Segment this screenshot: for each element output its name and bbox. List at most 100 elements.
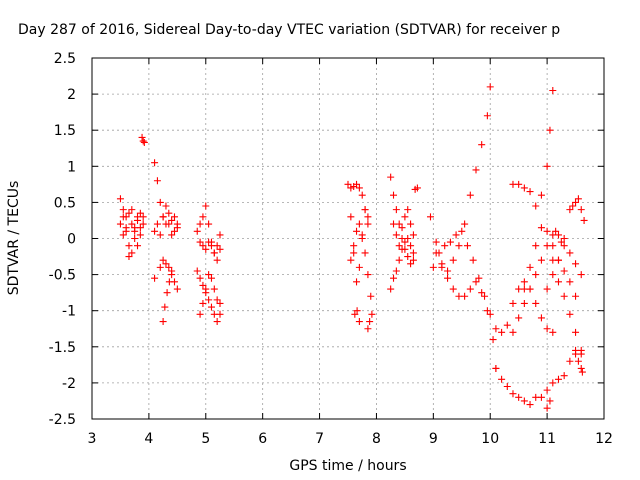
data-point — [566, 206, 574, 214]
data-point — [162, 260, 170, 268]
data-point — [125, 242, 133, 250]
series-arc-ad — [520, 224, 580, 300]
data-point — [578, 368, 586, 376]
y-tick-label: -1 — [62, 304, 76, 320]
y-tick-label: 1.5 — [54, 123, 76, 139]
data-point — [153, 220, 161, 228]
data-point — [478, 141, 486, 149]
data-point — [498, 375, 506, 383]
data-point — [537, 314, 545, 322]
data-point — [466, 191, 474, 199]
data-point — [554, 375, 562, 383]
data-point — [199, 242, 207, 250]
y-axis-title: SDTVAR / TECUs — [6, 181, 22, 296]
data-point — [526, 263, 534, 271]
data-point — [347, 256, 355, 264]
data-point — [509, 390, 517, 398]
series-arc-x — [432, 249, 500, 372]
data-point — [577, 364, 585, 372]
data-point — [444, 267, 452, 275]
data-point — [569, 202, 577, 210]
data-point — [554, 278, 562, 286]
data-point — [560, 267, 568, 275]
data-point — [472, 278, 480, 286]
data-point — [444, 274, 452, 282]
data-point — [364, 213, 372, 221]
data-point — [355, 263, 363, 271]
data-point — [526, 401, 534, 409]
data-point — [170, 227, 178, 235]
data-point — [572, 328, 580, 336]
data-point — [199, 299, 207, 307]
data-point — [213, 296, 221, 304]
series-arc-s — [387, 235, 417, 293]
data-point — [168, 267, 176, 275]
data-point — [390, 220, 398, 228]
data-point — [509, 328, 517, 336]
y-tick-label: 0 — [67, 232, 76, 248]
data-point — [472, 166, 480, 174]
data-point — [446, 238, 454, 246]
data-point — [554, 256, 562, 264]
data-point — [165, 278, 173, 286]
data-point — [566, 357, 574, 365]
x-axis-title: GPS time / hours — [289, 458, 406, 474]
data-point — [162, 202, 170, 210]
data-point — [368, 310, 376, 318]
series-arc-o — [347, 220, 375, 300]
data-point — [398, 224, 406, 232]
y-tick-label: 2.5 — [54, 51, 76, 67]
data-point — [503, 383, 511, 391]
data-point — [509, 299, 517, 307]
data-point — [122, 224, 130, 232]
data-point — [353, 307, 361, 315]
data-point — [207, 242, 215, 250]
series-arc-z — [543, 346, 585, 394]
data-point — [168, 231, 176, 239]
x-tick-label: 9 — [429, 431, 438, 447]
data-point — [549, 271, 557, 279]
data-point — [566, 278, 574, 286]
data-point — [199, 213, 207, 221]
data-point — [361, 206, 369, 214]
data-point — [156, 231, 164, 239]
data-point — [407, 220, 415, 228]
data-point — [210, 249, 218, 257]
data-point — [532, 271, 540, 279]
data-point — [503, 321, 511, 329]
series-arc-af — [543, 242, 585, 293]
data-point — [205, 238, 213, 246]
data-point — [449, 285, 457, 293]
data-point — [390, 191, 398, 199]
data-point — [572, 260, 580, 268]
data-point — [483, 307, 491, 315]
data-point — [364, 220, 372, 228]
data-point — [452, 231, 460, 239]
data-point — [515, 314, 523, 322]
series-arc-c — [119, 206, 144, 261]
data-point — [413, 184, 421, 192]
series-arc-ac — [509, 86, 557, 210]
data-point — [441, 242, 449, 250]
data-point — [392, 231, 400, 239]
data-point — [170, 213, 178, 221]
data-point — [515, 180, 523, 188]
data-point — [398, 245, 406, 253]
data-point — [486, 310, 494, 318]
data-point — [532, 299, 540, 307]
data-point — [543, 386, 551, 394]
data-point — [461, 220, 469, 228]
data-point — [486, 83, 494, 91]
data-point — [404, 235, 412, 242]
series-arc-k — [193, 267, 224, 326]
data-point — [554, 231, 562, 239]
data-point — [210, 285, 218, 293]
data-point — [364, 325, 372, 333]
data-point — [151, 159, 159, 167]
data-point — [156, 263, 164, 271]
data-point — [390, 274, 398, 282]
data-point — [404, 206, 412, 214]
data-point — [469, 256, 477, 264]
data-point — [116, 195, 124, 203]
data-point — [537, 256, 545, 264]
